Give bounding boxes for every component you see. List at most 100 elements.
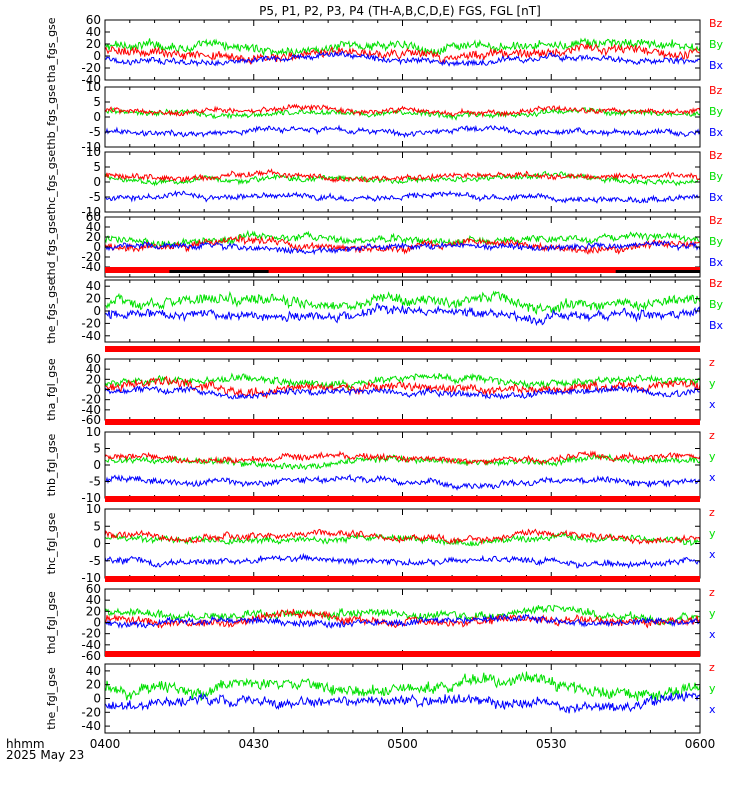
series-x [104, 552, 701, 569]
y-tick-label: 40 [86, 25, 101, 39]
y-tick-label: 60 [86, 582, 101, 596]
legend-Bz: Bz [709, 84, 723, 97]
y-tick-label: -5 [89, 475, 101, 489]
legend-z: z [709, 506, 715, 519]
x-tick-label: 0400 [90, 737, 121, 751]
series-z [104, 103, 701, 118]
legend-Bx: Bx [709, 126, 724, 139]
y-tick-label: 60 [86, 13, 101, 27]
y-axis-label: the_fgs_gse [45, 278, 58, 343]
panel-frame [104, 151, 701, 213]
legend-z: z [709, 356, 715, 369]
legend-z: z [709, 586, 715, 599]
legend-By: By [709, 170, 724, 183]
series-x [104, 384, 701, 400]
y-tick-label: 20 [86, 604, 101, 618]
y-tick-label: 0 [93, 240, 101, 254]
y-tick-label: 40 [86, 664, 101, 678]
status-bar [105, 346, 700, 352]
series-y [104, 37, 701, 57]
y-tick-label: -40 [81, 260, 101, 274]
legend-Bx: Bx [709, 319, 724, 332]
y-tick-label: -40 [81, 403, 101, 417]
y-tick-label: 0 [93, 110, 101, 124]
y-tick-label: -60 [81, 649, 101, 663]
series-y [104, 229, 701, 248]
legend-Bx: Bx [709, 191, 724, 204]
y-tick-label: 5 [93, 95, 101, 109]
y-axis-label: thd_fgs_gse [45, 214, 58, 280]
status-segment-1 [615, 270, 700, 273]
corner-label-date: 2025 May 23 [6, 748, 84, 762]
legend-Bz: Bz [709, 149, 723, 162]
y-tick-label: -40 [81, 329, 101, 343]
legend-x: x [709, 548, 716, 561]
y-tick-label: 0 [93, 175, 101, 189]
status-segment-0 [169, 270, 269, 273]
legend-By: By [709, 105, 724, 118]
legend-y: y [709, 450, 716, 463]
panel-frame [104, 431, 701, 499]
series-y [104, 106, 701, 121]
series-y [104, 290, 701, 316]
series-y [104, 453, 701, 471]
y-tick-label: -20 [81, 316, 101, 330]
y-tick-label: 0 [93, 49, 101, 63]
y-tick-label: 0 [93, 383, 101, 397]
series-y [104, 671, 701, 702]
status-bar [105, 496, 700, 502]
legend-Bx: Bx [709, 59, 724, 72]
y-tick-label: 0 [93, 616, 101, 630]
y-tick-label: -40 [81, 719, 101, 733]
legend-x: x [709, 398, 716, 411]
y-tick-label: -10 [81, 491, 101, 505]
y-axis-label: thb_fgl_gse [45, 433, 58, 496]
y-tick-label: -10 [81, 205, 101, 219]
legend-y: y [709, 377, 716, 390]
y-axis-label: the_fgl_gse [45, 667, 58, 730]
series-z [104, 528, 701, 546]
y-axis-label: thb_fgs_gse [45, 84, 58, 150]
x-tick-label: 0530 [536, 737, 567, 751]
legend-z: z [709, 661, 715, 674]
series-z [104, 233, 701, 255]
series-x [104, 239, 701, 256]
series-y [104, 531, 701, 547]
legend-y: y [709, 682, 716, 695]
y-tick-label: -40 [81, 638, 101, 652]
y-tick-label: 10 [86, 80, 101, 94]
x-axis: 0400 0430 0500 0530 0600 [90, 737, 716, 751]
legend-Bx: Bx [709, 256, 724, 269]
y-tick-label: 5 [93, 160, 101, 174]
series-x [104, 473, 701, 491]
y-tick-label: -5 [89, 125, 101, 139]
corner-label-hhmm: hhmm [6, 737, 45, 751]
y-tick-label: -20 [81, 705, 101, 719]
y-tick-label: 10 [86, 145, 101, 159]
legend-By: By [709, 298, 724, 311]
panel-frame [104, 508, 701, 579]
series-y [104, 372, 701, 392]
y-tick-label: -5 [89, 554, 101, 568]
y-tick-label: 40 [86, 362, 101, 376]
y-tick-label: 60 [86, 210, 101, 224]
series-x [104, 303, 701, 327]
y-tick-label: -20 [81, 627, 101, 641]
y-tick-label: 0 [93, 458, 101, 472]
plot-title: P5, P1, P2, P3, P4 (TH-A,B,C,D,E) FGS, F… [259, 4, 541, 18]
y-tick-label: 20 [86, 372, 101, 386]
series-x [104, 190, 701, 204]
status-bar [105, 651, 700, 657]
x-tick-label: 0600 [685, 737, 716, 751]
legend-y: y [709, 527, 716, 540]
status-bar [105, 576, 700, 582]
series-y [104, 170, 701, 187]
legend-z: z [709, 429, 715, 442]
y-tick-label: 10 [86, 425, 101, 439]
